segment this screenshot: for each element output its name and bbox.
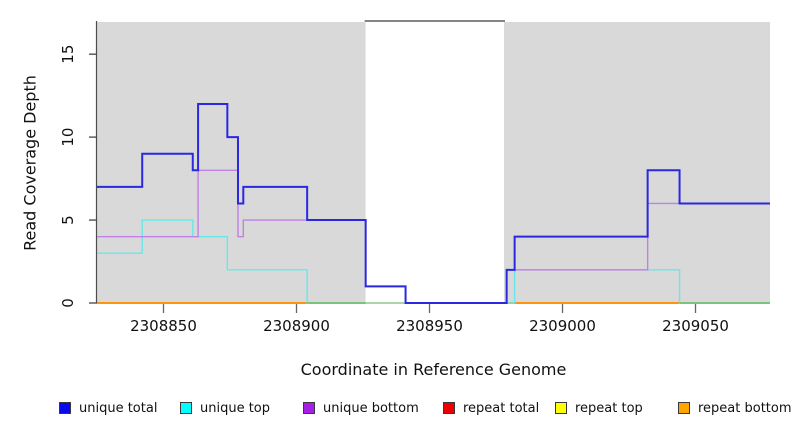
legend-swatch-unique_top	[180, 402, 192, 414]
legend-item-repeat_total: repeat total	[443, 400, 539, 416]
legend-label-repeat_top: repeat top	[575, 400, 643, 416]
y-tick-label: 10	[59, 128, 77, 147]
y-tick-label: 15	[59, 45, 77, 64]
x-tick-label: 2308900	[263, 317, 330, 335]
x-tick-label: 2308950	[396, 317, 463, 335]
legend-label-repeat_total: repeat total	[463, 400, 540, 416]
legend-swatch-repeat_total	[443, 402, 455, 414]
legend-item-unique_bottom: unique bottom	[303, 400, 419, 416]
y-tick-label: 5	[59, 215, 77, 225]
background-band	[97, 22, 366, 303]
series-line-unique_total	[97, 102, 770, 304]
x-tick-label: 2309000	[529, 317, 596, 335]
legend-label-repeat_bottom: repeat bottom	[698, 400, 792, 416]
legend-label-unique_total: unique total	[79, 400, 158, 416]
x-tick-label: 2309050	[662, 317, 729, 335]
legend-label-unique_top: unique top	[200, 400, 271, 416]
masked-region	[365, 20, 504, 303]
legend-item-repeat_top: repeat top	[555, 400, 643, 416]
legend-item-unique_total: unique total	[59, 400, 157, 416]
background-band	[503, 22, 770, 303]
series-line-unique_top	[97, 219, 770, 304]
legend-swatch-repeat_top	[555, 402, 567, 414]
x-tick-label: 2308850	[130, 317, 197, 335]
y-tick-label: 0	[59, 298, 77, 308]
legend-label-unique_bottom: unique bottom	[323, 400, 419, 416]
legend-swatch-repeat_bottom	[678, 402, 690, 414]
legend-item-unique_top: unique top	[180, 400, 270, 416]
x-axis-title: Coordinate in Reference Genome	[300, 360, 567, 379]
legend-swatch-unique_bottom	[303, 402, 315, 414]
legend-swatch-unique_total	[59, 402, 71, 414]
legend-item-repeat_bottom: repeat bottom	[678, 400, 792, 416]
y-axis-title: Read Coverage Depth	[20, 75, 40, 251]
legend: unique total unique top unique bottom repea…	[0, 400, 792, 420]
